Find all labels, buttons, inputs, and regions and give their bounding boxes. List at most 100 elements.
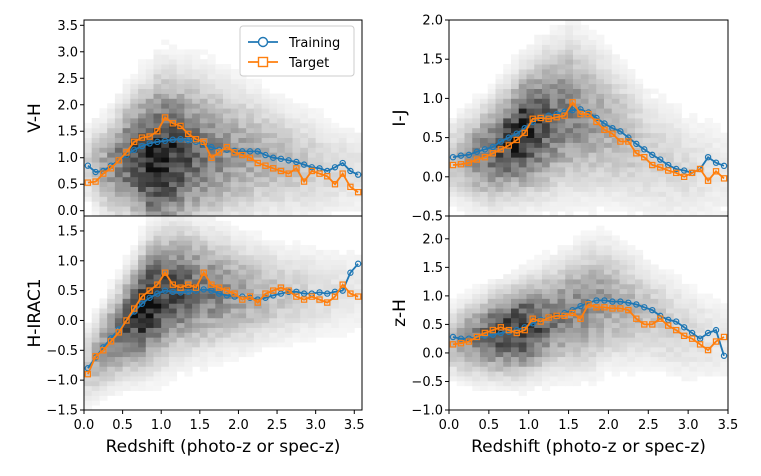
training-point xyxy=(704,153,712,161)
target-point xyxy=(331,293,339,300)
y-tick-label: 2.0 xyxy=(57,98,78,113)
series-line-target xyxy=(87,116,359,193)
y-tick-label: 2.0 xyxy=(422,14,443,29)
y-tick-label: 1.0 xyxy=(422,289,443,304)
target-point xyxy=(553,114,560,121)
y-tick-label: 0.5 xyxy=(422,131,443,146)
target-point xyxy=(672,169,680,177)
target-point xyxy=(331,181,339,188)
y-tick-label: 0.5 xyxy=(57,284,78,299)
training-point xyxy=(239,148,246,155)
training-point xyxy=(633,301,640,308)
training-point xyxy=(154,138,161,146)
training-point xyxy=(215,290,223,297)
target-point xyxy=(465,338,473,345)
target-point xyxy=(561,312,568,320)
target-point xyxy=(489,150,497,157)
target-point xyxy=(262,162,269,169)
axes-frame xyxy=(448,215,729,411)
training-point xyxy=(246,148,254,155)
target-point xyxy=(84,179,92,186)
target-point xyxy=(497,146,505,153)
training-point xyxy=(154,290,161,297)
training-point xyxy=(308,164,316,171)
target-point xyxy=(633,150,640,157)
training-point xyxy=(720,162,728,170)
target-point xyxy=(130,305,138,312)
target-point xyxy=(347,183,354,191)
target-point xyxy=(185,130,192,138)
target-point xyxy=(680,332,688,340)
training-point xyxy=(680,324,688,331)
training-point xyxy=(449,333,457,341)
x-tick-label: 3.5 xyxy=(344,418,365,433)
target-point xyxy=(223,143,231,151)
target-point xyxy=(473,333,481,341)
y-tick-label: −1.0 xyxy=(411,404,443,419)
training-point xyxy=(347,167,354,175)
y-tick-label: 3.0 xyxy=(57,45,78,60)
target-point xyxy=(481,329,489,337)
target-point xyxy=(169,120,177,127)
target-point xyxy=(569,99,576,106)
training-point xyxy=(285,157,292,164)
training-point xyxy=(331,164,339,171)
target-point xyxy=(712,168,720,175)
target-point xyxy=(277,284,285,291)
target-point xyxy=(92,353,99,360)
target-point xyxy=(293,165,300,172)
target-point xyxy=(231,290,238,297)
density-histogram xyxy=(84,216,362,410)
training-point xyxy=(649,306,656,314)
y-tick-label: 3.5 xyxy=(57,19,78,34)
target-point xyxy=(505,326,512,334)
target-point xyxy=(293,293,300,300)
training-point xyxy=(465,151,473,159)
target-point xyxy=(617,305,624,312)
target-point xyxy=(324,173,331,180)
training-point xyxy=(354,171,362,178)
target-point xyxy=(269,165,277,172)
y-axis-label: I-J xyxy=(390,109,410,126)
x-tick-label: 3.5 xyxy=(718,418,739,433)
target-point xyxy=(223,287,231,294)
target-point xyxy=(308,167,316,175)
y-tick-label: 0.5 xyxy=(422,318,443,333)
y-axis-label: V-H xyxy=(25,103,45,133)
x-axis-label: Redshift (photo-z or spec-z) xyxy=(106,437,341,457)
y-tick-label: 1.0 xyxy=(422,92,443,107)
target-point xyxy=(609,130,616,137)
target-point xyxy=(92,178,99,185)
target-point xyxy=(537,114,544,122)
target-point xyxy=(641,154,648,161)
x-tick-label: 2.0 xyxy=(598,418,619,433)
target-point xyxy=(84,370,92,378)
training-point xyxy=(457,335,465,342)
target-point xyxy=(200,138,207,146)
target-point xyxy=(649,161,656,169)
training-point xyxy=(185,137,192,144)
target-point xyxy=(633,315,640,322)
y-tick-label: 0.0 xyxy=(422,170,443,185)
y-tick-label: 1.0 xyxy=(57,151,78,166)
training-point xyxy=(657,156,664,163)
target-point xyxy=(657,315,664,322)
target-point xyxy=(100,170,107,177)
target-point xyxy=(138,134,146,141)
series-group xyxy=(449,99,728,184)
training-point xyxy=(489,143,497,151)
target-point xyxy=(185,281,192,288)
target-point xyxy=(641,321,648,328)
target-point xyxy=(577,315,584,322)
target-point xyxy=(138,293,146,300)
training-point xyxy=(712,326,720,334)
target-point xyxy=(513,136,520,144)
target-point xyxy=(146,287,153,294)
training-point xyxy=(473,148,481,155)
target-point xyxy=(465,159,473,166)
target-point xyxy=(688,335,696,342)
target-point xyxy=(239,151,246,159)
x-tick-label: 0.0 xyxy=(74,418,95,433)
y-tick-label: 1.5 xyxy=(422,53,443,68)
target-point xyxy=(625,138,632,145)
